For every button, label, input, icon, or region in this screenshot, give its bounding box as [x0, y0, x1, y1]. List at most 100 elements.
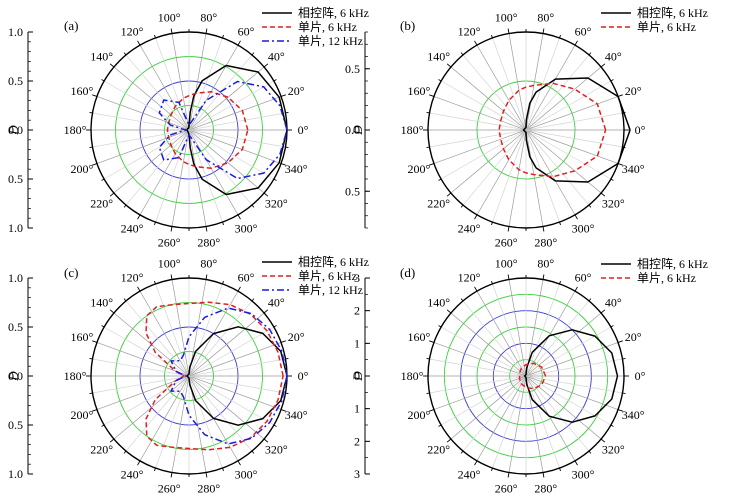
- grid-spoke: [125, 129, 190, 206]
- angle-tick-label: 40°: [268, 296, 285, 310]
- grid-spoke: [139, 129, 190, 216]
- grid-spoke: [188, 129, 286, 148]
- angle-tick-label: 240°: [121, 468, 144, 482]
- grid-spoke: [188, 358, 286, 377]
- grid-spoke: [188, 342, 282, 377]
- angle-tick: [542, 28, 545, 34]
- angle-tick-label: 300°: [572, 468, 595, 482]
- legend-label: 相控阵, 6 kHz: [298, 255, 369, 269]
- angle-tick: [263, 309, 269, 314]
- angle-tick-label: 260°: [158, 235, 181, 249]
- series-line: [523, 329, 619, 423]
- grid-spoke: [525, 375, 619, 410]
- legend-label: 相控阵, 6 kHz: [298, 6, 369, 20]
- angle-tick: [89, 358, 93, 360]
- panel-d: 0°20°40°60°80°100°120°140°160°180°200°22…: [350, 257, 708, 496]
- angle-tick: [426, 146, 430, 148]
- radial-tick-label: 1.0: [8, 271, 23, 285]
- grid-spoke: [125, 300, 190, 377]
- grid-spoke: [429, 129, 527, 148]
- grid-spoke: [476, 375, 527, 462]
- panel-label: (c): [64, 265, 78, 280]
- grid-spoke: [450, 129, 527, 194]
- grid-spoke: [113, 375, 190, 440]
- grid-spoke: [188, 66, 265, 131]
- angle-tick: [588, 204, 592, 208]
- series-line: [518, 362, 547, 390]
- grid-spoke: [525, 129, 590, 206]
- grid-spoke: [188, 326, 275, 377]
- panel-label: (a): [64, 18, 78, 33]
- angle-tick: [617, 94, 623, 97]
- angle-tick-label: 180°: [401, 123, 424, 137]
- angle-tick-label: 240°: [458, 468, 481, 482]
- angle-tick-label: 300°: [235, 222, 258, 236]
- angle-tick-label: 280°: [534, 481, 557, 495]
- series-line: [186, 64, 288, 196]
- grid-spoke: [139, 290, 190, 377]
- legend-label: 单片, 12 kHz: [298, 34, 363, 48]
- grid-spoke: [525, 96, 619, 131]
- angle-tick: [280, 163, 286, 166]
- angle-tick: [222, 467, 224, 472]
- radial-tick-label: 0.5: [345, 184, 360, 198]
- grid-spoke: [440, 326, 527, 377]
- angle-tick: [622, 392, 626, 394]
- grid-spoke: [188, 54, 253, 131]
- angle-tick: [263, 192, 269, 197]
- grid-spoke: [188, 312, 265, 377]
- angle-tick: [109, 63, 115, 68]
- angle-tick: [610, 79, 614, 82]
- angle-tick-label: 20°: [625, 84, 642, 98]
- angle-tick: [429, 340, 435, 343]
- angle-tick: [617, 409, 623, 412]
- angle-tick: [170, 472, 173, 478]
- angle-tick-label: 140°: [90, 50, 113, 64]
- grid-spoke: [525, 326, 612, 377]
- grid-spoke: [440, 375, 527, 426]
- angle-tick: [460, 450, 464, 454]
- series-line: [158, 80, 288, 180]
- grid-spoke: [103, 129, 190, 180]
- grid-spoke: [92, 375, 190, 394]
- grid-spoke: [462, 375, 527, 452]
- angle-tick: [154, 280, 156, 285]
- angle-tick: [429, 163, 435, 166]
- angle-tick: [285, 358, 289, 360]
- angle-tick: [474, 214, 478, 220]
- angle-tick: [263, 63, 269, 68]
- angle-tick: [588, 52, 592, 56]
- angle-tick: [123, 204, 127, 208]
- grid-spoke: [96, 342, 190, 377]
- grid-spoke: [139, 375, 190, 462]
- angle-tick: [542, 226, 545, 232]
- grid-spoke: [525, 300, 590, 377]
- angle-tick-label: 0°: [635, 123, 646, 137]
- angle-tick: [600, 192, 606, 197]
- angle-tick-label: 80°: [537, 257, 554, 271]
- angle-tick: [285, 146, 289, 148]
- angle-tick-label: 20°: [625, 330, 642, 344]
- angle-tick: [559, 221, 561, 226]
- angle-tick: [205, 472, 208, 478]
- grid-spoke: [188, 44, 239, 131]
- angle-tick: [426, 358, 430, 360]
- grid-spoke: [433, 96, 527, 131]
- angle-tick-label: 120°: [121, 24, 144, 38]
- angle-tick: [460, 298, 464, 302]
- grid-spoke: [92, 129, 190, 148]
- grid-spoke: [155, 37, 190, 131]
- grid-spoke: [525, 112, 623, 131]
- angle-tick: [251, 52, 255, 56]
- series-line: [498, 82, 607, 178]
- grid-spoke: [525, 283, 560, 377]
- angle-tick: [559, 34, 561, 39]
- angle-tick-label: 260°: [495, 481, 518, 495]
- grid-spoke: [103, 80, 190, 131]
- angle-tick: [474, 286, 478, 292]
- angle-tick-label: 340°: [285, 408, 308, 422]
- angle-tick: [237, 286, 241, 292]
- angle-tick-label: 20°: [288, 330, 305, 344]
- angle-tick: [280, 340, 286, 343]
- angle-tick-label: 80°: [200, 257, 217, 271]
